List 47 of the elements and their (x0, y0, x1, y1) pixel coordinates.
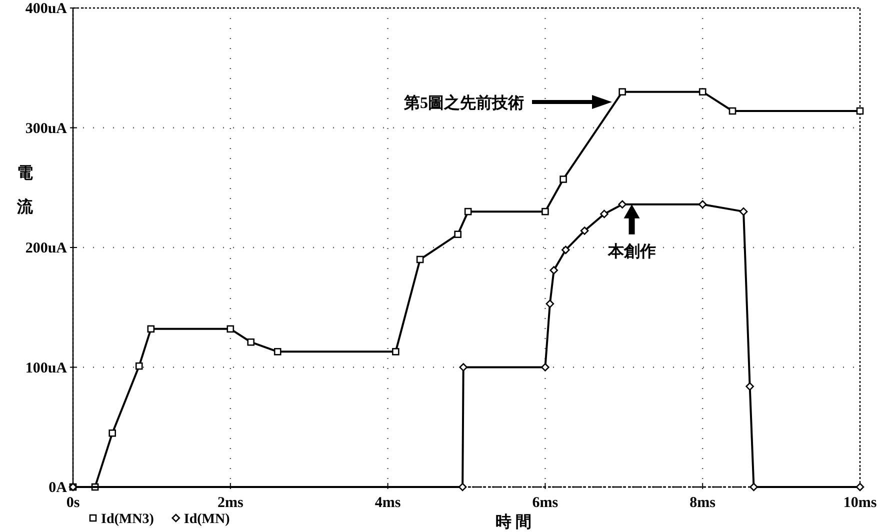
x-tick-label: 0s (66, 495, 80, 511)
point (458, 482, 467, 492)
annotation: 第5圖之先前技術 (403, 94, 524, 112)
legend-label: Id(MN3) (101, 512, 154, 527)
point (618, 88, 626, 96)
point (392, 348, 400, 356)
point (560, 176, 567, 183)
x-tick-label: 10ms (843, 495, 877, 511)
point (541, 363, 550, 372)
point (856, 482, 864, 492)
y-tick-label: 300uA (25, 120, 68, 137)
y-axis-title: 電流 (16, 164, 34, 216)
point (459, 363, 468, 372)
point (147, 325, 155, 333)
x-tick-label: 8ms (690, 495, 716, 511)
y-tick-label: 200uA (25, 240, 68, 256)
point (274, 348, 282, 356)
x-axis-title: 時 間 (496, 513, 532, 531)
point (698, 88, 706, 96)
point (416, 256, 424, 264)
point (728, 107, 736, 115)
y-tick-label: 0A (48, 480, 68, 496)
point (108, 429, 116, 437)
point (464, 208, 472, 216)
y-tick-label: 100uA (25, 360, 68, 376)
y-tick-label: 400uA (25, 1, 68, 17)
x-tick-label: 2ms (217, 495, 244, 511)
x-tick-label: 4ms (374, 495, 401, 511)
point (739, 207, 748, 216)
point (550, 266, 558, 274)
point (618, 200, 626, 209)
point (454, 230, 462, 238)
point (698, 200, 707, 209)
point (135, 362, 143, 370)
point (750, 482, 758, 492)
x-tick-label: 6ms (532, 495, 558, 511)
point (546, 300, 554, 308)
point (600, 210, 608, 218)
point (562, 246, 570, 254)
point (746, 382, 754, 391)
point (542, 208, 549, 216)
point (226, 325, 234, 333)
point (247, 338, 255, 346)
annotation: 本創作 (606, 242, 656, 260)
legend-label: Id(MN) (184, 512, 230, 527)
point (856, 107, 864, 115)
point (580, 226, 589, 235)
